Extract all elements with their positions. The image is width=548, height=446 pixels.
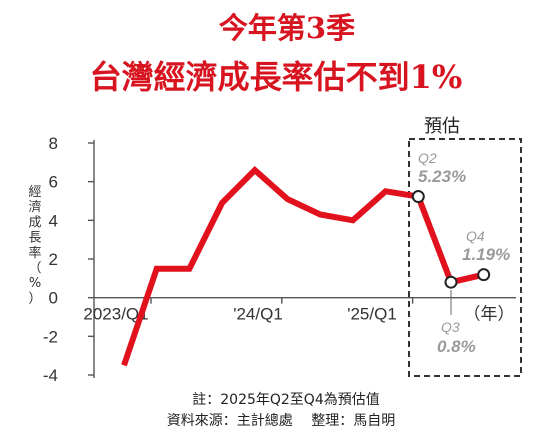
series-layer xyxy=(121,165,485,367)
gdp-growth-line xyxy=(121,165,485,367)
y-tick-label: 0 xyxy=(49,289,58,308)
y-axis-label-char: （ xyxy=(28,261,41,276)
y-axis-label-char: % xyxy=(29,276,41,291)
forecast-point-marker xyxy=(411,190,425,204)
forecast-q4-value: 1.19% xyxy=(462,245,510,264)
y-tick-label: -2 xyxy=(43,327,58,346)
note-source: 資料來源：主計總處 整理：馬自明 xyxy=(167,412,395,429)
note-forecast: 註：2025年Q2至Q4為預估值 xyxy=(192,392,379,408)
x-tick-label: '24/Q1 xyxy=(233,305,283,324)
y-axis: 8 6 4 2 0 -2 -4 xyxy=(43,134,95,385)
forecast-box xyxy=(408,138,522,377)
forecast-q2-value: 5.23% xyxy=(418,167,466,186)
y-axis-label-char: 長 xyxy=(28,231,41,246)
y-tick-label: 4 xyxy=(49,211,58,230)
forecast-q2-label: Q2 xyxy=(418,150,437,166)
y-axis-label-char: 成 xyxy=(28,215,41,230)
chart-title-line2: 台灣經濟成長率估不到1% xyxy=(90,58,463,96)
forecast-point-marker xyxy=(444,275,458,289)
chart-title-line1: 今年第3季 xyxy=(219,11,355,45)
forecast-point-marker xyxy=(477,268,491,282)
marker-layer xyxy=(411,190,491,289)
forecast-q4-label: Q4 xyxy=(466,228,485,244)
x-axis: 2023/Q1 '24/Q1 '25/Q1 （年） xyxy=(83,296,516,324)
y-axis-label-char: 率 xyxy=(28,245,41,261)
y-tick-label: 2 xyxy=(49,250,58,269)
y-tick-label: -4 xyxy=(43,366,58,385)
y-axis-label-char: 經 xyxy=(28,185,41,200)
forecast-q3-value: 0.8% xyxy=(437,337,476,356)
y-tick-label: 8 xyxy=(49,134,58,153)
y-axis-label-char: ） xyxy=(28,291,41,306)
forecast-label: 預估 xyxy=(424,116,460,137)
forecast-q3-label: Q3 xyxy=(441,319,460,335)
y-axis-label: 經濟成長率（%） xyxy=(28,185,41,306)
x-tick-label: '25/Q1 xyxy=(347,305,397,324)
y-axis-label-char: 濟 xyxy=(28,199,41,215)
x-axis-unit: （年） xyxy=(464,305,515,324)
x-tick-label: 2023/Q1 xyxy=(83,305,148,324)
y-tick-label: 6 xyxy=(49,173,58,192)
